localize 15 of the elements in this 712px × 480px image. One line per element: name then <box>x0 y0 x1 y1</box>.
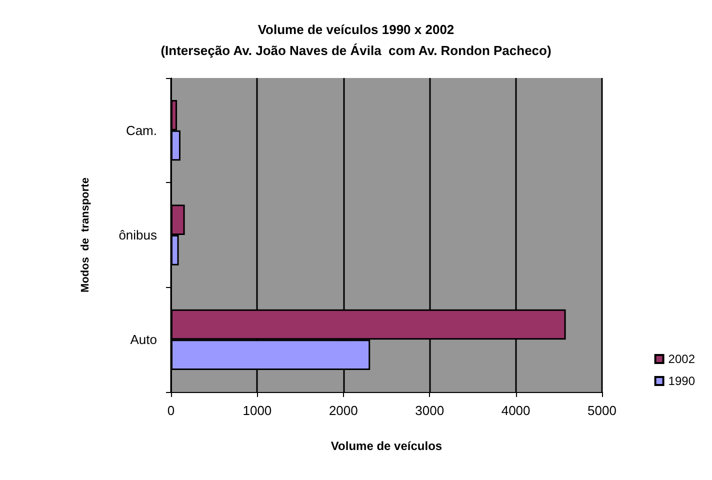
x-tick-label: 5000 <box>588 403 616 418</box>
legend-label: 1990 <box>668 374 696 388</box>
x-tick-label: 0 <box>167 403 175 418</box>
y-axis-title: Modos de transporte <box>80 178 92 292</box>
y-tick-label: Cam. <box>126 122 157 138</box>
x-tick-label: 2000 <box>328 403 358 418</box>
chart-title: Volume de veículos 1990 x 2002 <box>258 22 454 37</box>
chart-subtitle: (Interseção Av. João Naves de Ávila com Av. Rondon Pacheco) <box>160 43 552 58</box>
y-tick-label: ônibus <box>118 228 158 242</box>
legend-label: 2002 <box>668 352 696 366</box>
y-tick-label: Auto <box>130 332 157 348</box>
x-tick-label: 1000 <box>242 403 272 418</box>
x-axis-title: Volume de veículos <box>330 439 442 453</box>
x-tick-label: 4000 <box>501 403 530 418</box>
x-tick-label: 3000 <box>415 403 444 418</box>
